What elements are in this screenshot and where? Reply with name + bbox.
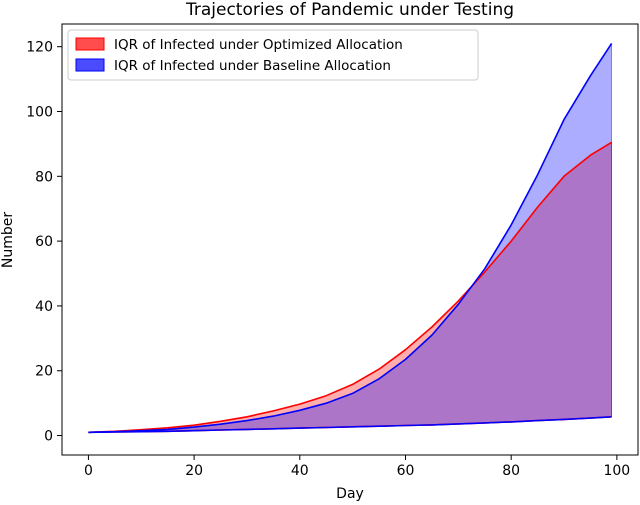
upper-line-optimized — [88, 141, 613, 434]
plot-frame — [61, 23, 639, 456]
legend-box — [67, 29, 479, 81]
y-tick-label: 40 — [35, 299, 53, 315]
legend: IQR of Infected under Optimized Allocati… — [67, 29, 479, 81]
y-ticks: 0 20 40 60 80 100 120 — [26, 40, 62, 445]
x-tick-label: 20 — [185, 463, 203, 479]
x-tick-label: 40 — [291, 463, 309, 479]
areas-layer — [88, 43, 612, 433]
x-tick-label: 80 — [502, 463, 520, 479]
y-tick-label: 100 — [26, 104, 53, 120]
lower-line-baseline — [88, 416, 612, 434]
x-tick-label: 0 — [84, 463, 93, 479]
legend-label-baseline: IQR of Infected under Baseline Allocatio… — [114, 58, 391, 74]
lines-layer — [88, 42, 613, 434]
y-tick-label: 0 — [44, 429, 53, 445]
iqr-area-optimized — [88, 142, 612, 433]
y-axis-title: Number — [0, 212, 16, 268]
legend-swatch-baseline — [75, 58, 105, 72]
x-ticks: 0 20 40 60 80 100 — [84, 455, 630, 479]
y-tick-label: 20 — [35, 364, 53, 380]
y-tick-label: 120 — [26, 40, 53, 56]
chart-title: Trajectories of Pandemic under Testing — [185, 0, 514, 20]
x-tick-label: 60 — [397, 463, 415, 479]
x-tick-label: 100 — [603, 463, 630, 479]
iqr-area-baseline — [88, 43, 612, 433]
legend-swatch-optimized — [75, 37, 105, 51]
upper-line-baseline — [88, 42, 613, 434]
y-tick-label: 80 — [35, 169, 53, 185]
x-axis-title: Day — [336, 486, 364, 501]
legend-label-optimized: IQR of Infected under Optimized Allocati… — [114, 37, 403, 53]
y-tick-label: 60 — [35, 234, 53, 250]
